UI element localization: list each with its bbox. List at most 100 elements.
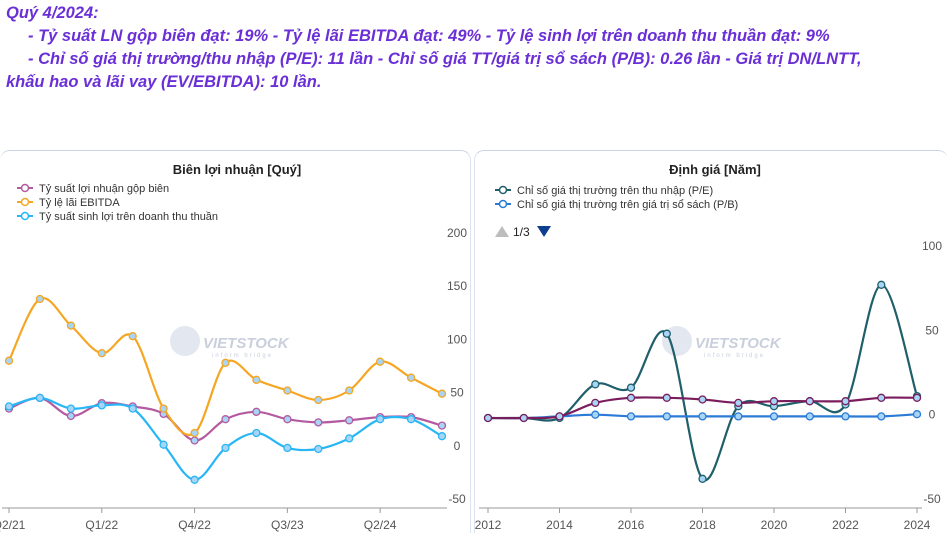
data-point[interactable] <box>35 393 45 403</box>
series-line <box>8 297 443 436</box>
data-point[interactable] <box>877 393 886 402</box>
pager-down-icon[interactable] <box>537 226 551 237</box>
data-point[interactable] <box>35 294 45 304</box>
data-point[interactable] <box>662 412 671 421</box>
data-point[interactable] <box>66 321 76 330</box>
chart1-plot: -50 0 50 100 150 200 Q2/21 Q1/22 Q4/22 Q3/23 Q2/24… <box>0 183 467 532</box>
data-point[interactable] <box>252 375 261 384</box>
data-point[interactable] <box>877 412 886 421</box>
data-point[interactable] <box>314 395 323 405</box>
data-point[interactable] <box>159 404 168 413</box>
data-point[interactable] <box>252 407 261 416</box>
data-point[interactable] <box>345 386 354 395</box>
data-point[interactable] <box>698 395 707 404</box>
x-tick-label: 2020 <box>761 518 788 532</box>
y-tick-label: 0 <box>454 439 461 453</box>
data-point[interactable] <box>555 412 564 421</box>
data-point[interactable] <box>252 428 261 438</box>
data-point[interactable] <box>769 397 779 406</box>
data-point[interactable] <box>483 413 493 423</box>
data-point[interactable] <box>314 444 323 454</box>
data-point[interactable] <box>662 329 671 338</box>
data-point[interactable] <box>591 380 600 389</box>
series-line <box>487 283 919 482</box>
data-point[interactable] <box>805 412 814 421</box>
chart2-title: Định giá [Năm] <box>669 162 761 177</box>
data-point[interactable] <box>698 474 707 483</box>
legend-pager[interactable]: 1/3 <box>495 225 551 239</box>
data-point[interactable] <box>128 404 137 413</box>
legend-item-label[interactable]: Chỉ số giá thị trường trên thu nhập (P/E… <box>517 185 713 197</box>
watermark-tagline: inform bridge <box>212 353 273 359</box>
data-point[interactable] <box>159 440 168 449</box>
data-point[interactable] <box>66 411 76 421</box>
chart1-title: Biên lợi nhuận [Quý] <box>173 162 301 177</box>
x-tick-label: 2024 <box>904 518 931 532</box>
data-point[interactable] <box>912 410 922 419</box>
data-point[interactable] <box>662 393 671 402</box>
watermark-brand: VIETSTOCK <box>203 335 290 352</box>
data-point[interactable] <box>406 373 416 382</box>
x-tick-label: Q3/23 <box>271 518 304 532</box>
data-point[interactable] <box>97 349 106 358</box>
data-point[interactable] <box>190 475 199 484</box>
header-margin-line: - Tỷ suất LN gộp biên đạt: 19% - Tỷ lệ l… <box>28 27 830 45</box>
data-point[interactable] <box>626 412 636 421</box>
watermark-tagline: inform bridge <box>704 353 765 359</box>
x-tick-label: Q2/24 <box>364 518 397 532</box>
legend-item-label[interactable]: Chỉ số giá thị trường trên giá trị sổ sá… <box>517 199 738 211</box>
legend-item-label[interactable]: Tỷ suất lợi nhuận gộp biên <box>39 183 169 195</box>
legend-item-label[interactable]: Tỷ lệ lãi EBITDA <box>39 197 120 209</box>
data-point[interactable] <box>283 415 292 424</box>
data-point[interactable] <box>626 393 636 402</box>
data-point[interactable] <box>4 402 14 411</box>
y-tick-label: 0 <box>929 408 936 422</box>
vietstock-watermark: VIETSTOCK inform bridge <box>170 326 290 359</box>
data-point[interactable] <box>769 412 779 421</box>
data-point[interactable] <box>66 404 76 413</box>
chart2-plot: -50 0 50 100 2012 2014 2016 2018 2020 2022 2024 Chỉ… <box>475 185 942 532</box>
data-point[interactable] <box>97 401 106 410</box>
data-point[interactable] <box>519 413 528 423</box>
data-point[interactable] <box>314 418 323 427</box>
data-point[interactable] <box>128 332 137 341</box>
data-point[interactable] <box>591 398 600 408</box>
data-point[interactable] <box>841 397 850 406</box>
vietstock-logo-icon <box>170 326 200 356</box>
data-point[interactable] <box>406 415 416 424</box>
data-point[interactable] <box>190 428 199 438</box>
pager-up-icon[interactable] <box>495 226 509 237</box>
data-point[interactable] <box>375 415 385 424</box>
data-point[interactable] <box>591 410 600 419</box>
data-point[interactable] <box>283 386 292 395</box>
data-point[interactable] <box>437 389 447 398</box>
header-period: Quý 4/2024: <box>6 4 99 22</box>
data-point[interactable] <box>877 280 886 289</box>
data-point[interactable] <box>912 393 922 402</box>
legend-item-label[interactable]: Tỷ suất sinh lợi trên doanh thu thuần <box>39 211 218 223</box>
data-point[interactable] <box>221 358 230 367</box>
data-point[interactable] <box>221 415 230 424</box>
data-point[interactable] <box>345 434 354 443</box>
data-point[interactable] <box>437 421 447 430</box>
valuation-chart: VIETSTOCK inform bridge Định giá [Năm] 1… <box>475 162 942 532</box>
data-point[interactable] <box>734 412 743 421</box>
data-point[interactable] <box>221 443 230 453</box>
data-point[interactable] <box>805 397 814 406</box>
legend-swatch-marker <box>498 185 508 195</box>
y-tick-label: -50 <box>923 492 941 506</box>
data-point[interactable] <box>437 432 447 441</box>
data-point[interactable] <box>375 357 385 366</box>
data-point[interactable] <box>626 383 636 392</box>
data-point[interactable] <box>698 412 707 421</box>
data-point[interactable] <box>345 416 354 425</box>
legend-swatch-marker <box>498 199 508 209</box>
data-point[interactable] <box>841 412 850 421</box>
data-point[interactable] <box>190 436 199 445</box>
data-point[interactable] <box>734 398 743 408</box>
y-tick-label: 100 <box>447 332 467 346</box>
data-point[interactable] <box>283 443 292 453</box>
x-tick-label: 2022 <box>832 518 859 532</box>
y-tick-label: 50 <box>925 323 939 337</box>
data-point[interactable] <box>4 356 14 365</box>
